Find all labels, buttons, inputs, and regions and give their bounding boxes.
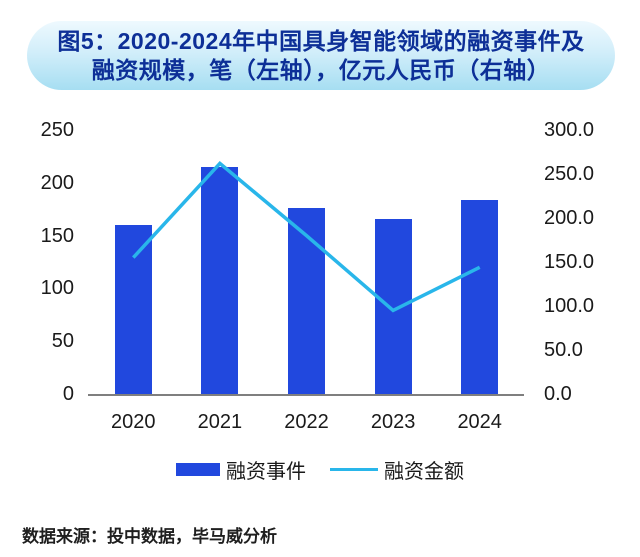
x-axis-category-label: 2022	[284, 411, 329, 433]
right-axis-tick-label: 200.0	[544, 207, 595, 229]
bar	[461, 199, 499, 394]
source-note: 数据来源：投中数据，毕马威分析	[22, 527, 277, 546]
chart-title-line-1: 图5：2020-2024年中国具身智能领域的融资事件及	[57, 27, 585, 54]
left-axis-tick-label: 250	[40, 119, 74, 141]
left-axis-tick-label: 0	[62, 383, 74, 405]
right-axis-tick-label: 0.0	[544, 383, 572, 405]
x-axis-category-label: 2021	[197, 411, 243, 433]
right-axis-tick-label: 50.0	[544, 339, 583, 361]
chart-title-line-2: 融资规模，笔（左轴），亿元人民币（右轴）	[91, 56, 551, 83]
legend-label-bar: 融资事件	[226, 460, 306, 483]
title-banner: 图5：2020-2024年中国具身智能领域的融资事件及 融资规模，笔（左轴），亿…	[27, 21, 615, 90]
left-axis-tick-label: 100	[40, 277, 74, 300]
chart: 0 50 100 150 200 250 0.0 50.0 100.0 150.0 200.0 250…	[0, 110, 640, 455]
legend-item-line: 融资金额	[330, 455, 464, 484]
legend: 融资事件 融资金额	[0, 455, 640, 484]
bar	[201, 166, 239, 394]
bar-series-swatch	[176, 462, 220, 476]
bar	[374, 218, 412, 394]
right-axis-tick-label: 150.0	[544, 251, 595, 273]
x-axis-category-label: 2023	[370, 411, 416, 433]
line-series-swatch	[330, 467, 378, 471]
x-axis-category-label: 2024	[457, 411, 502, 433]
x-axis-category-label: 2020	[111, 411, 156, 433]
right-axis-tick-label: 250.0	[544, 163, 595, 185]
legend-label-line: 融资金额	[384, 460, 464, 483]
left-axis-tick-label: 150	[40, 224, 74, 247]
bar	[288, 208, 325, 394]
right-axis-tick-label: 300.0	[544, 119, 595, 141]
x-axis-line	[88, 394, 524, 396]
bar	[114, 225, 152, 394]
right-axis-tick-label: 100.0	[544, 295, 595, 317]
legend-item-bar: 融资事件	[176, 455, 306, 484]
left-axis-tick-label: 50	[51, 330, 74, 353]
left-axis-tick-label: 200	[40, 171, 74, 194]
